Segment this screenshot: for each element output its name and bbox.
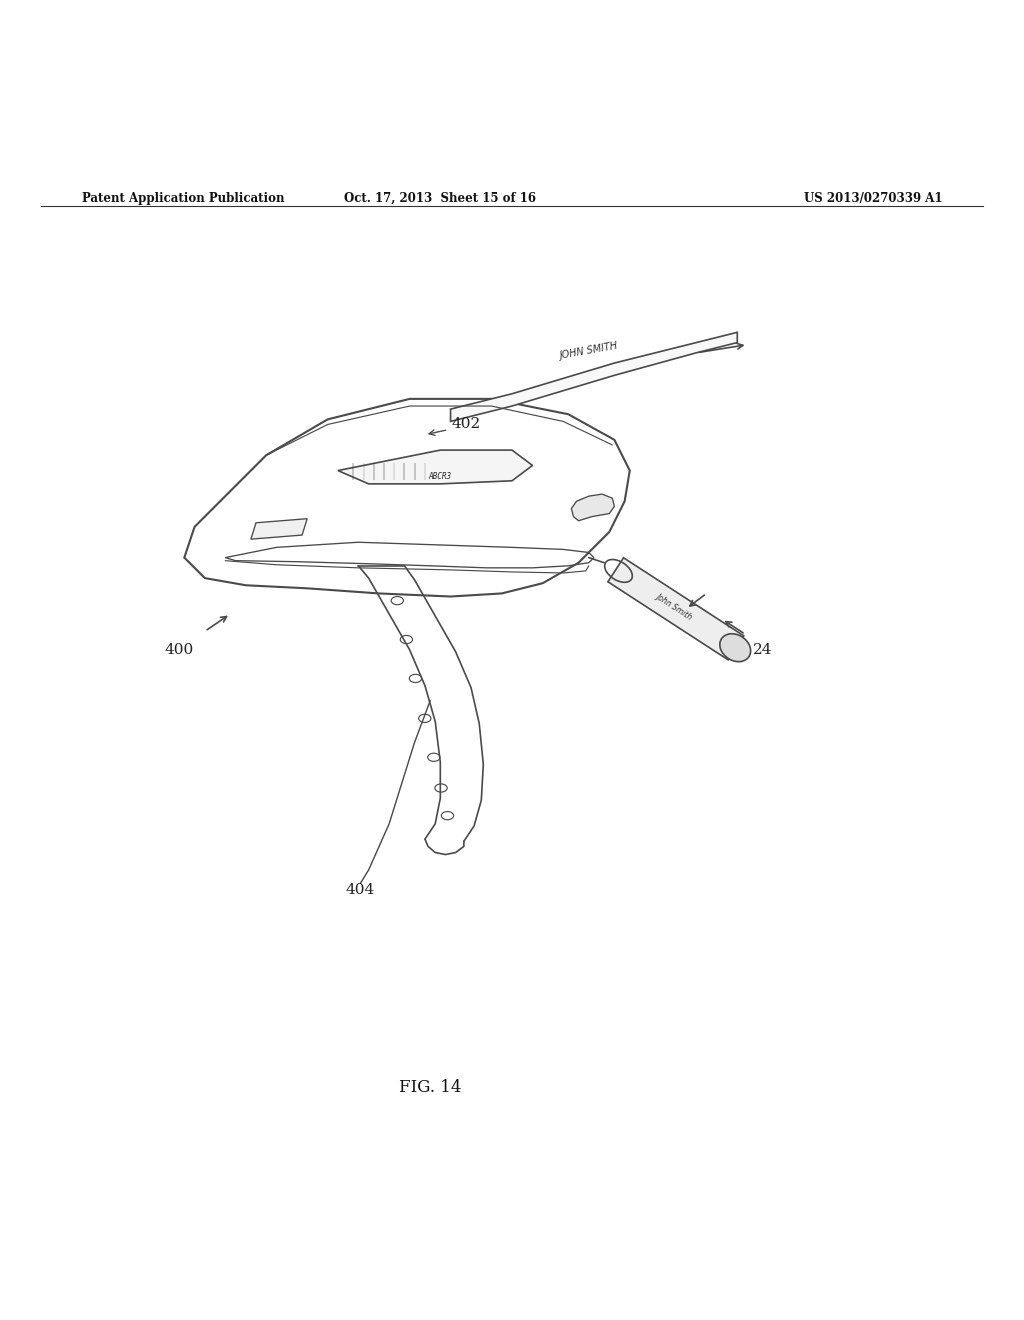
Polygon shape	[251, 519, 307, 539]
Text: 404: 404	[346, 883, 375, 898]
Polygon shape	[338, 450, 532, 484]
Text: 402: 402	[452, 417, 480, 432]
Ellipse shape	[720, 634, 751, 661]
Polygon shape	[571, 494, 614, 520]
Text: FIG. 14: FIG. 14	[398, 1078, 462, 1096]
Text: John Smith: John Smith	[654, 591, 693, 622]
Text: 400: 400	[165, 643, 194, 657]
Polygon shape	[451, 333, 737, 421]
Text: ABCR3: ABCR3	[429, 473, 452, 482]
Text: Oct. 17, 2013  Sheet 15 of 16: Oct. 17, 2013 Sheet 15 of 16	[344, 191, 537, 205]
Text: 24: 24	[753, 643, 773, 657]
Text: JOHN SMITH: JOHN SMITH	[559, 341, 618, 360]
Polygon shape	[608, 558, 743, 660]
Text: US 2013/0270339 A1: US 2013/0270339 A1	[804, 191, 942, 205]
Text: Patent Application Publication: Patent Application Publication	[82, 191, 285, 205]
